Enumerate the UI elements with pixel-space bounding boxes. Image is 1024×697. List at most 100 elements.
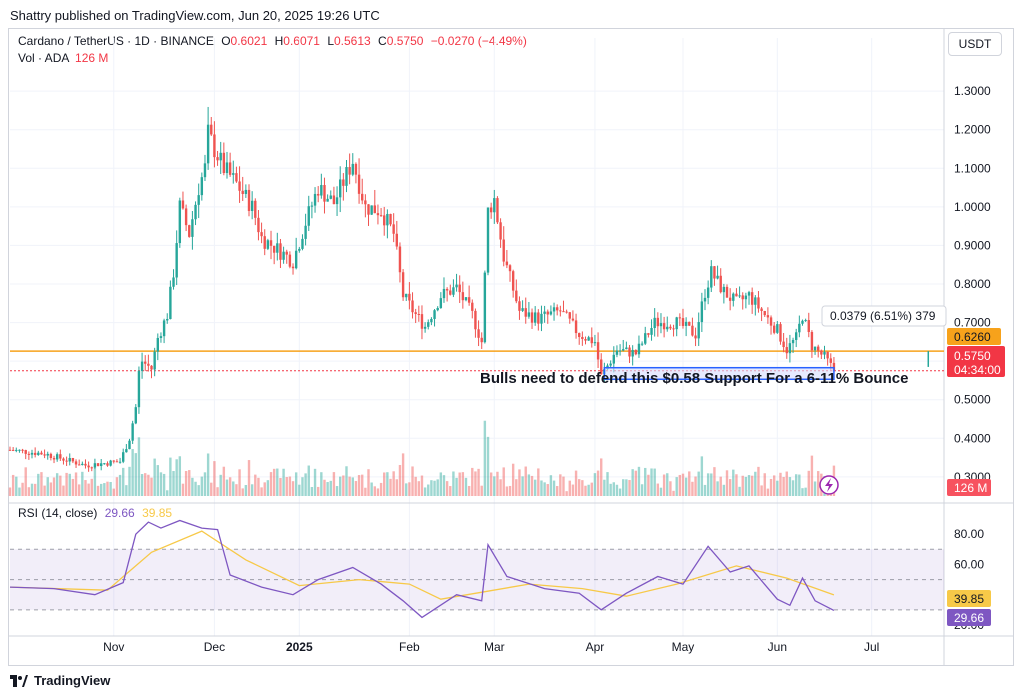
candle-body [656, 317, 660, 327]
candle-body [282, 251, 285, 260]
volume-bar [77, 484, 81, 496]
candle-body [747, 292, 751, 296]
candle-body [395, 233, 399, 247]
volume-bar [697, 471, 700, 496]
candle-body [210, 124, 213, 135]
candle-body [546, 311, 549, 315]
candle-body [763, 310, 766, 316]
high-value: 0.6071 [283, 34, 320, 48]
volume-bar [813, 481, 817, 496]
time-axis-label: May [672, 640, 695, 654]
rsi-value: 29.66 [104, 506, 135, 520]
candle-body [706, 287, 710, 298]
volume-bar [55, 473, 59, 496]
candle-body [725, 286, 729, 298]
rsi-ma-tag-text: 39.85 [954, 592, 984, 606]
candle-body [684, 321, 688, 326]
candle-body [294, 250, 298, 269]
flash-icon[interactable] [819, 475, 839, 495]
candle-body [776, 324, 779, 333]
currency-button[interactable]: USDT [948, 32, 1002, 56]
candle-body [826, 351, 829, 359]
volume-bar [122, 467, 125, 496]
price-axis-label: 1.3000 [954, 84, 991, 98]
symbol-name[interactable]: Cardano / TetherUS · 1D · BINANCE [18, 34, 214, 48]
candle-body [675, 317, 678, 330]
volume-bar [357, 475, 361, 496]
candle-body [430, 318, 433, 323]
candle-body [662, 323, 666, 330]
candle-body [71, 458, 75, 462]
volume-bar [807, 470, 810, 496]
volume-bar [559, 474, 562, 496]
candle-body [452, 287, 455, 295]
volume-bar [222, 466, 226, 496]
volume-bar [603, 479, 606, 496]
volume-bar [37, 473, 40, 496]
candle-body [213, 134, 216, 158]
candle-body [96, 463, 100, 467]
volume-bar [30, 483, 34, 496]
candle-body [269, 240, 273, 246]
candle-body [109, 460, 112, 466]
rsi-legend[interactable]: RSI (14, close) 29.66 39.85 [18, 506, 172, 520]
candle-body [84, 463, 87, 466]
volume-bar [106, 481, 109, 496]
volume-bar [43, 485, 46, 496]
volume-bar [546, 484, 549, 496]
tradingview-logo[interactable]: TradingView [10, 673, 110, 688]
candle-body [722, 286, 726, 293]
volume-bar [332, 472, 336, 496]
candle-body [502, 239, 505, 262]
volume-legend[interactable]: Vol · ADA 126 M [18, 51, 108, 65]
volume-bar [213, 461, 216, 496]
volume-bar [439, 472, 443, 496]
candle-body [691, 325, 694, 336]
volume-bar [140, 474, 144, 496]
rsi-band-lines [10, 548, 944, 611]
volume-bar [188, 470, 191, 496]
volume-bar [401, 453, 405, 496]
volume-bar [747, 475, 751, 496]
volume-bar [150, 477, 153, 496]
candle-body [640, 343, 644, 345]
volume-bar [235, 484, 238, 496]
volume-bar [581, 480, 584, 496]
candle-body [750, 292, 754, 305]
volume-bar [81, 471, 84, 496]
volume-bar [763, 473, 766, 496]
candle-body [279, 243, 282, 260]
candle-body [367, 204, 370, 215]
volume-bar [348, 476, 351, 496]
volume-bar [304, 473, 307, 496]
volume-bar [398, 464, 402, 496]
volume-bar [373, 486, 376, 496]
candle-body [112, 460, 115, 462]
price-axis-label: 0.8000 [954, 277, 991, 291]
volume-bar [622, 479, 625, 496]
volume-bar [109, 481, 112, 496]
candle-body [153, 351, 156, 370]
candle-body [716, 275, 719, 279]
candle-body [703, 297, 707, 302]
volume-bar [691, 481, 694, 496]
candle-body [81, 463, 84, 466]
volume-bar [128, 466, 131, 496]
volume-bar [11, 474, 15, 496]
volume-bar [527, 474, 531, 496]
volume-bar [552, 480, 556, 496]
volume-bar [423, 487, 427, 496]
candle-body [21, 449, 24, 451]
candle-body [238, 181, 241, 191]
volume-bar [175, 459, 178, 496]
candle-body [339, 179, 342, 198]
candle-body [735, 293, 738, 297]
volume-bar [125, 485, 128, 496]
volume-bar [153, 458, 156, 496]
candle-body [666, 326, 669, 330]
volume-bar [464, 477, 468, 496]
symbol-legend[interactable]: Cardano / TetherUS · 1D · BINANCE O0.602… [18, 34, 527, 48]
candle-body [593, 342, 597, 344]
volume-bar [530, 475, 534, 496]
